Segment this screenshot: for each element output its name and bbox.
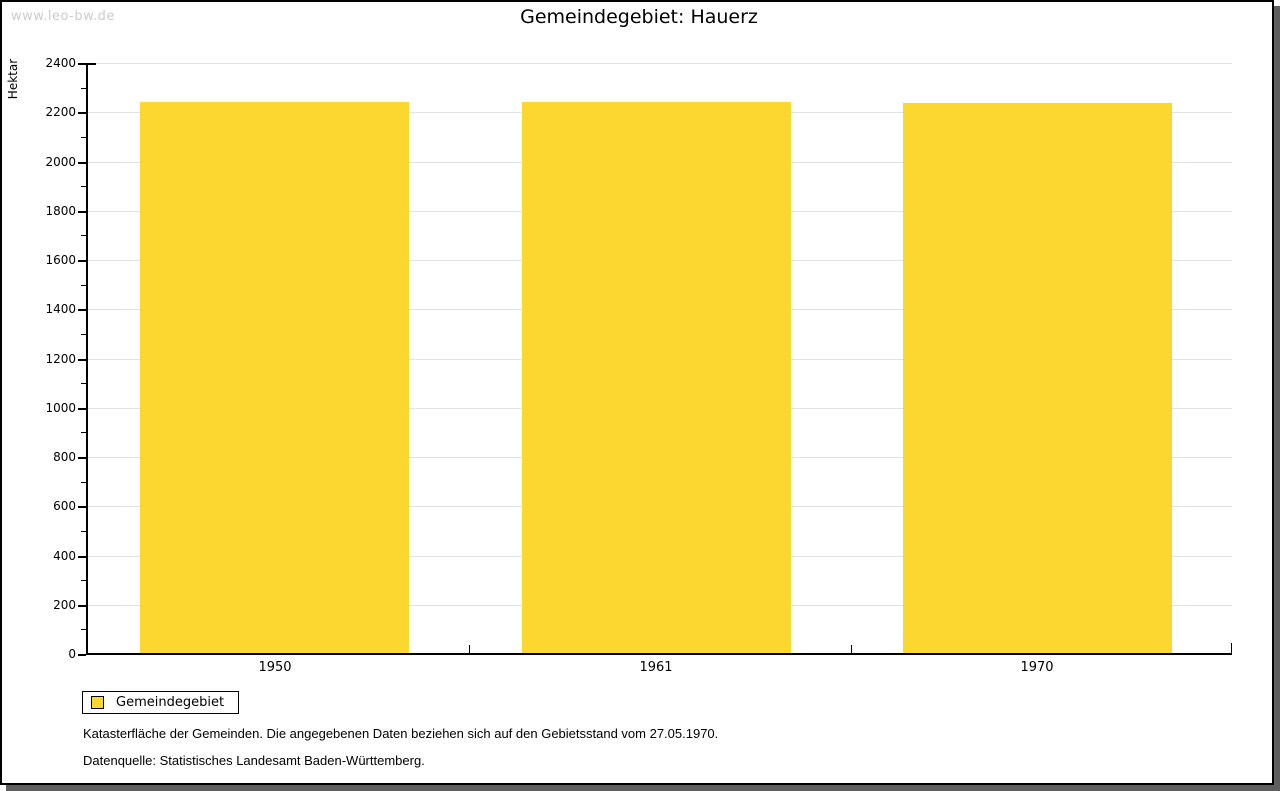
y-tick-major — [78, 506, 86, 508]
y-tick-major — [78, 556, 86, 558]
y-tick-minor — [81, 88, 86, 89]
y-tick-minor — [81, 334, 86, 335]
y-tick-label: 2200 — [45, 105, 76, 119]
y-tick-major — [78, 359, 86, 361]
y-tick-label: 400 — [53, 549, 76, 563]
y-tick-minor — [81, 531, 86, 532]
bar-1970 — [903, 103, 1172, 653]
plot-area: 0 200 400 600 800 1000 1200 1400 1600 1800 2000 220… — [45, 56, 1232, 675]
x-tick-label: 1970 — [1020, 660, 1054, 675]
footnote-line-2: Datenquelle: Statistisches Landesamt Bad… — [83, 753, 425, 768]
y-tick-label: 600 — [53, 499, 76, 513]
x-axis-line — [86, 653, 1232, 655]
y-axis-end-cap — [88, 63, 96, 65]
x-band-tick — [851, 645, 852, 653]
y-tick-major — [78, 654, 86, 656]
watermark: www.leo-bw.de — [11, 9, 115, 24]
legend-box: Gemeindegebiet — [82, 691, 240, 714]
y-tick-major — [78, 309, 86, 311]
x-tick-label: 1950 — [258, 660, 292, 675]
y-tick-major — [78, 112, 86, 114]
y-tick-minor — [81, 482, 86, 483]
x-band-tick — [469, 645, 470, 653]
y-tick-major — [78, 408, 86, 410]
y-tick-label: 0 — [68, 647, 76, 661]
y-tick-label: 1800 — [45, 204, 76, 218]
y-tick-minor — [81, 432, 86, 433]
y-tick-label: 200 — [53, 598, 76, 612]
chart-title: Gemeindegebiet: Hauerz — [520, 6, 758, 28]
x-tick-label: 1961 — [639, 660, 673, 675]
y-tick-minor — [81, 580, 86, 581]
legend-swatch-icon — [91, 696, 104, 709]
y-axis-title: Hektar — [6, 58, 20, 100]
gridline — [88, 63, 1232, 64]
footnote-line-1: Katasterfläche der Gemeinden. Die angege… — [83, 726, 719, 741]
y-tick-minor — [81, 235, 86, 236]
y-tick-label: 1400 — [45, 302, 76, 316]
bar-1961 — [522, 102, 791, 653]
y-tick-minor — [81, 186, 86, 187]
x-axis-end-cap — [1231, 643, 1232, 653]
y-tick-major — [78, 260, 86, 262]
y-tick-label: 1200 — [45, 352, 76, 366]
y-axis-line — [86, 63, 88, 654]
y-tick-label: 800 — [53, 450, 76, 464]
y-tick-label: 1000 — [45, 401, 76, 415]
bar-1950 — [140, 102, 409, 653]
y-tick-minor — [81, 629, 86, 630]
y-tick-minor — [81, 285, 86, 286]
y-tick-major — [78, 63, 86, 65]
y-tick-minor — [81, 137, 86, 138]
y-tick-major — [78, 605, 86, 607]
y-tick-major — [78, 162, 86, 164]
footnotes: Katasterfläche der Gemeinden. Die angege… — [83, 726, 718, 780]
y-tick-label: 2000 — [45, 155, 76, 169]
y-tick-minor — [81, 383, 86, 384]
y-tick-label: 2400 — [45, 56, 76, 70]
y-tick-label: 1600 — [45, 253, 76, 267]
legend-label: Gemeindegebiet — [116, 695, 225, 710]
y-tick-major — [78, 211, 86, 213]
y-tick-major — [78, 457, 86, 459]
